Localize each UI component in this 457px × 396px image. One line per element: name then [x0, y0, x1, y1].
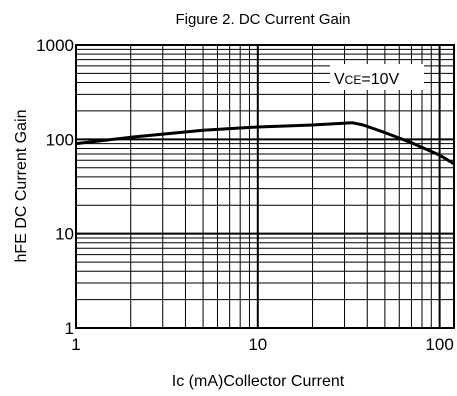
- vce-annotation: VCE=10V: [334, 71, 399, 88]
- x-axis-label-main: (mA)Collector Current: [189, 373, 345, 390]
- hfe-curve: [75, 121, 455, 166]
- x-tick-label: 100: [425, 335, 453, 354]
- y-tick-label: 100: [46, 130, 74, 149]
- x-tick-label: 1: [71, 335, 80, 354]
- y-tick-labels: 1 10 100 1000: [36, 36, 74, 338]
- y-axis-label-main: DC Current Gain: [13, 110, 30, 229]
- plot-area-frame: [75, 44, 455, 329]
- x-tick-label: 10: [248, 335, 267, 354]
- y-tick-label: 10: [55, 225, 74, 244]
- y-axis-label-sub: hFE: [13, 233, 30, 262]
- vce-annotation-main: V: [334, 71, 345, 88]
- y-tick-label: 1: [65, 319, 74, 338]
- x-axis-label: Ic (mA)Collector Current: [172, 373, 345, 390]
- x-tick-labels: 1 10 100: [71, 335, 454, 354]
- vce-annotation-sub: CE: [345, 73, 362, 87]
- chart-title: Figure 2. DC Current Gain: [175, 11, 350, 28]
- y-axis-label: hFE DC Current Gain: [13, 110, 30, 263]
- y-tick-label: 1000: [36, 36, 74, 55]
- annotation-box: [330, 64, 424, 90]
- vce-annotation-value: =10V: [361, 71, 399, 88]
- x-axis-label-sub-a: Ic: [172, 373, 184, 390]
